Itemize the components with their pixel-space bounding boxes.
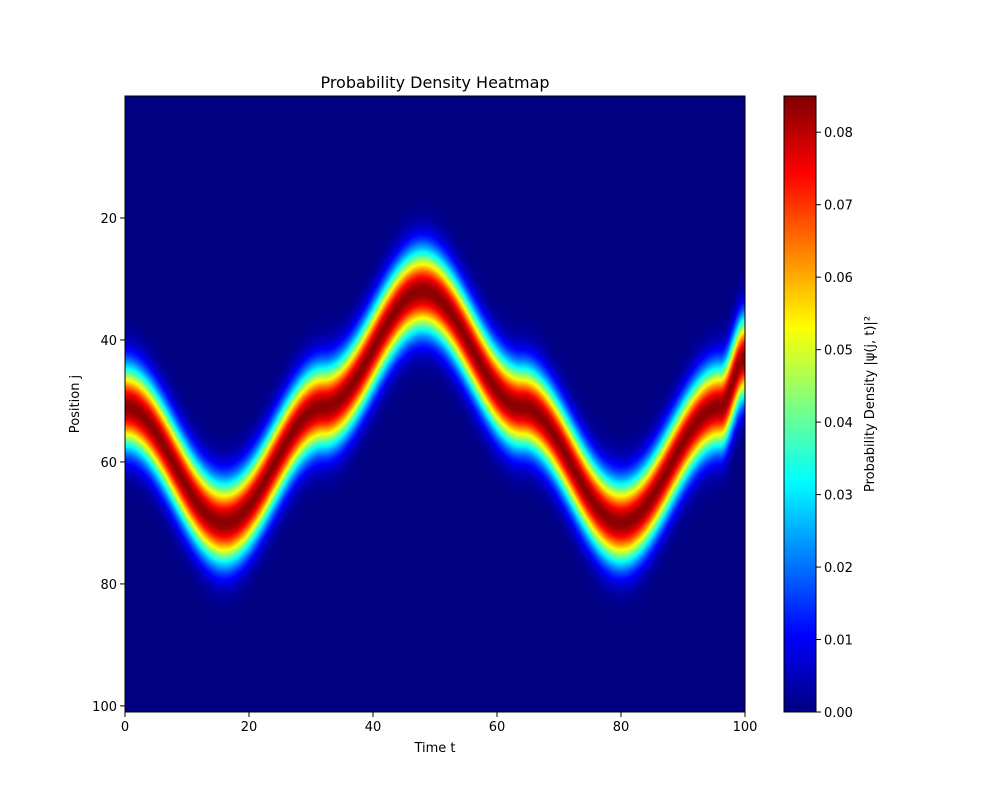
- y-axis-ticks: 20 40 60 80 100: [92, 212, 125, 715]
- y-tick-label: 20: [100, 212, 117, 227]
- x-tick-label: 0: [121, 720, 129, 735]
- x-tick-label: 100: [733, 720, 758, 735]
- y-tick-label: 80: [100, 578, 117, 593]
- x-tick-label: 20: [241, 720, 258, 735]
- colorbar-tick-label: 0.00: [824, 706, 853, 721]
- colorbar-tick-label: 0.01: [824, 634, 853, 649]
- colorbar-tick-label: 0.05: [824, 344, 853, 359]
- colorbar-tick-label: 0.08: [824, 126, 853, 141]
- y-tick-label: 60: [100, 456, 117, 471]
- colorbar-tick-label: 0.04: [824, 416, 853, 431]
- heatmap-image: [125, 96, 745, 712]
- y-axis-label: Position j: [68, 375, 83, 433]
- x-tick-label: 60: [489, 720, 506, 735]
- x-tick-label: 40: [365, 720, 382, 735]
- colorbar-gradient: [784, 96, 816, 712]
- x-axis-ticks: 0 20 40 60 80 100: [121, 712, 758, 735]
- plot-frame: [124, 95, 746, 713]
- colorbar-tick-label: 0.03: [824, 489, 853, 504]
- colorbar-tick-label: 0.07: [824, 199, 853, 214]
- colorbar-tick-label: 0.06: [824, 271, 853, 286]
- y-tick-label: 100: [92, 700, 117, 715]
- colorbar-ticks: 0.00 0.01 0.02 0.03 0.04 0.05 0.06 0.07 0.08: [816, 126, 853, 721]
- y-tick-label: 40: [100, 334, 117, 349]
- chart-title: Probability Density Heatmap: [320, 73, 549, 92]
- colorbar-frame: [783, 95, 817, 713]
- x-axis-label: Time t: [413, 741, 455, 756]
- colorbar-label: Probability Density |ψ(j, t)|²: [863, 316, 878, 492]
- colorbar-tick-label: 0.02: [824, 561, 853, 576]
- x-tick-label: 80: [613, 720, 630, 735]
